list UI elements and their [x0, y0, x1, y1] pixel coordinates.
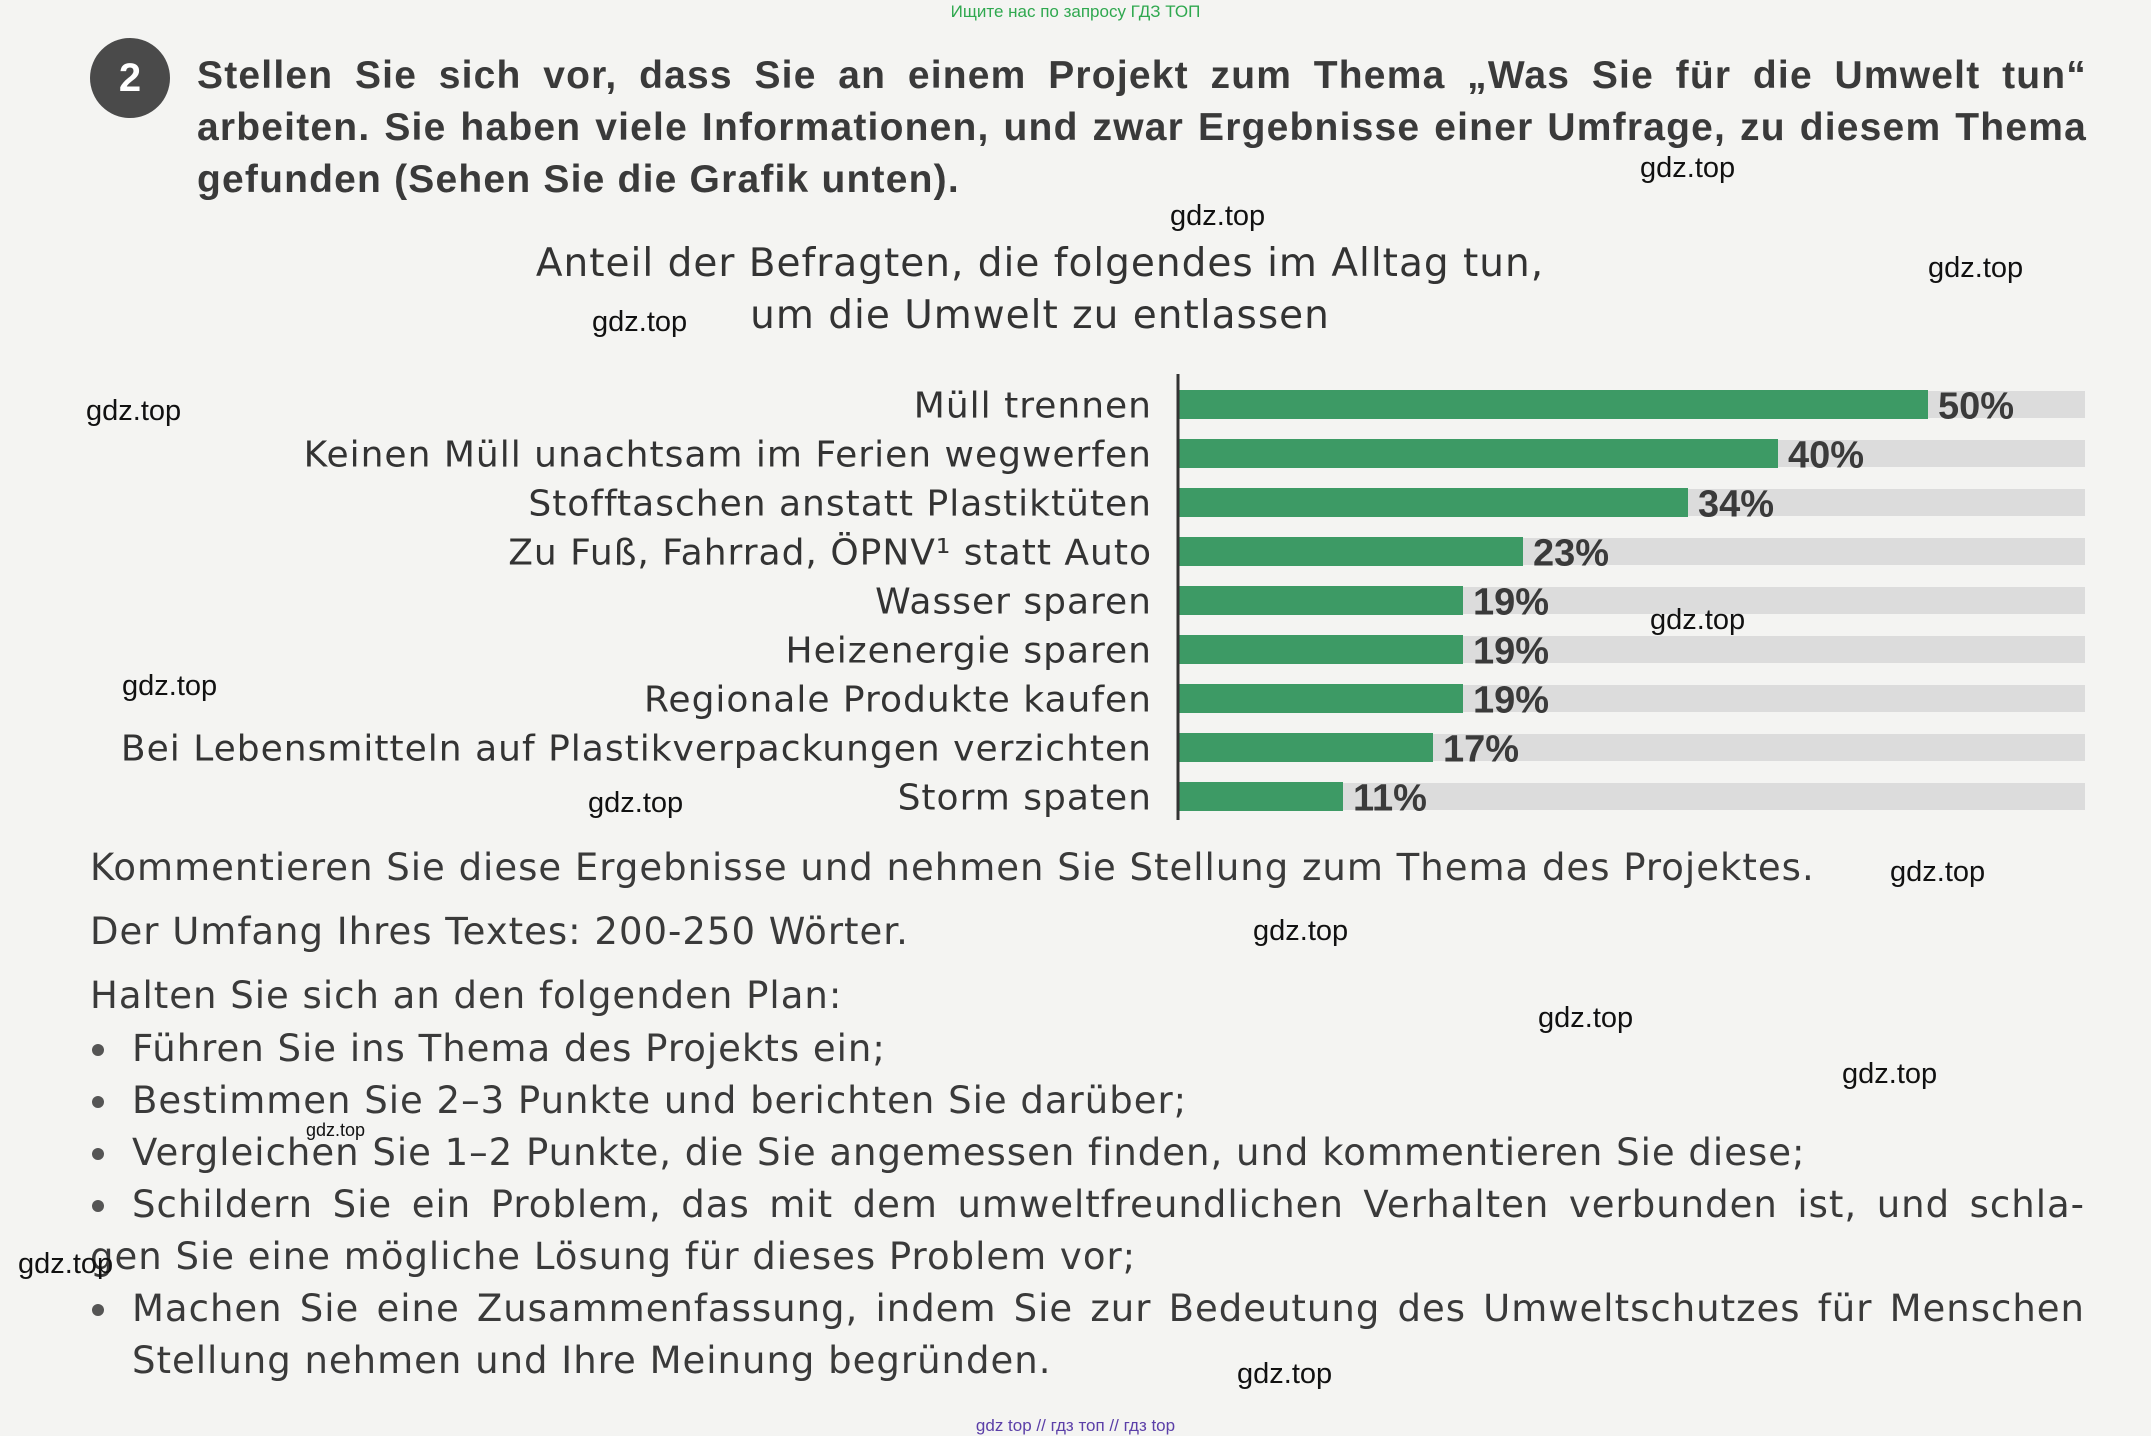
bar-chart: Müll trennen 50% Keinen Müll unachtsam im … — [121, 374, 2085, 820]
category-label: Wasser sparen — [875, 582, 1152, 623]
plan-item: Schildern Sie ein Problem, das mit dem u… — [90, 1183, 2085, 1278]
watermark: gdz.top — [1237, 1358, 1333, 1390]
category-label: Zu Fuß, Fahrrad, ÖPNV¹ statt Auto — [508, 532, 1152, 574]
watermark: gdz.top — [86, 395, 182, 427]
category-label: Keinen Müll unachtsam im Ferien wegwerfe… — [304, 435, 1152, 476]
watermark: gdz.top — [18, 1248, 114, 1280]
watermark: gdz.top — [1650, 604, 1746, 636]
category-label: Stofftaschen anstatt Plastiktüten — [528, 484, 1152, 525]
footer-note: gdz top // гдз топ // гдз top — [975, 1416, 1176, 1435]
header-note: Ищите нас по запросу ГДЗ ТОП — [950, 2, 1201, 21]
task-number-badge: 2 — [90, 38, 170, 118]
bar — [1178, 733, 1433, 762]
bar — [1178, 635, 1463, 664]
chart-subtitle: um die Umwelt zu entlassen — [750, 293, 1330, 338]
category-label: Storm spaten — [898, 778, 1152, 819]
bar — [1178, 537, 1523, 566]
watermark: gdz.top — [1640, 152, 1736, 184]
watermark: gdz.top — [592, 306, 688, 338]
category-label: Regionale Produkte kaufen — [644, 680, 1152, 721]
value-label: 50% — [1938, 386, 2014, 428]
comment-instruction: Kommentieren Sie diese Ergebnisse und ne… — [90, 846, 1815, 889]
value-label: 17% — [1443, 729, 1519, 771]
watermark: gdz.top — [122, 670, 218, 702]
chart-title: Anteil der Befragten, die folgendes im A… — [535, 241, 1545, 286]
watermark: gdz.top — [1928, 252, 2024, 284]
bullet-icon — [92, 1044, 104, 1056]
value-label: 34% — [1698, 484, 1774, 526]
value-label: 19% — [1473, 680, 1549, 722]
plan-item: Führen Sie ins Thema des Projekts ein; — [90, 1023, 2085, 1075]
watermark: gdz.top — [1842, 1058, 1938, 1090]
category-label: Bei Lebensmitteln auf Plastikverpackunge… — [121, 729, 1152, 770]
watermark: gdz.top — [306, 1120, 366, 1140]
watermark: gdz.top — [588, 787, 684, 819]
value-label: 19% — [1473, 631, 1549, 673]
bar — [1178, 488, 1688, 517]
category-label: Müll trennen — [914, 386, 1152, 427]
value-label: 11% — [1353, 778, 1427, 820]
bar — [1178, 586, 1463, 615]
watermark: gdz.top — [1890, 856, 1986, 888]
category-label: Heizenergie sparen — [786, 631, 1153, 672]
plan-intro: Halten Sie sich an den folgenden Plan: — [90, 974, 843, 1017]
bar — [1178, 684, 1463, 713]
bullet-icon — [92, 1200, 104, 1212]
bullet-icon — [92, 1096, 104, 1108]
plan-item: Vergleichen Sie 1–2 Punkte, die Sie ange… — [90, 1127, 2085, 1179]
watermark: gdz.top — [1253, 915, 1349, 947]
plan-item: Machen Sie eine Zusammenfassung, indem S… — [90, 1283, 2085, 1387]
bullet-icon — [92, 1304, 104, 1316]
length-instruction: Der Umfang Ihres Textes: 200-250 Wörter. — [90, 910, 909, 953]
task-instruction: Stellen Sie sich vor, dass Sie an einem … — [197, 54, 2087, 201]
bullet-icon — [92, 1148, 104, 1160]
value-label: 23% — [1533, 533, 1609, 575]
chart-title-block: Anteil der Befragten, die folgendes im A… — [500, 238, 1580, 342]
plan-list: Führen Sie ins Thema des Projekts ein; B… — [90, 1023, 2085, 1387]
bar — [1178, 439, 1778, 468]
watermark: gdz.top — [1538, 1002, 1634, 1034]
plan-item: Bestimmen Sie 2–3 Punkte und berichten S… — [90, 1075, 2085, 1127]
value-label: 40% — [1788, 435, 1864, 477]
bar — [1178, 390, 1928, 419]
value-label: 19% — [1473, 582, 1549, 624]
watermark: gdz.top — [1170, 200, 1266, 232]
bar — [1178, 782, 1343, 811]
